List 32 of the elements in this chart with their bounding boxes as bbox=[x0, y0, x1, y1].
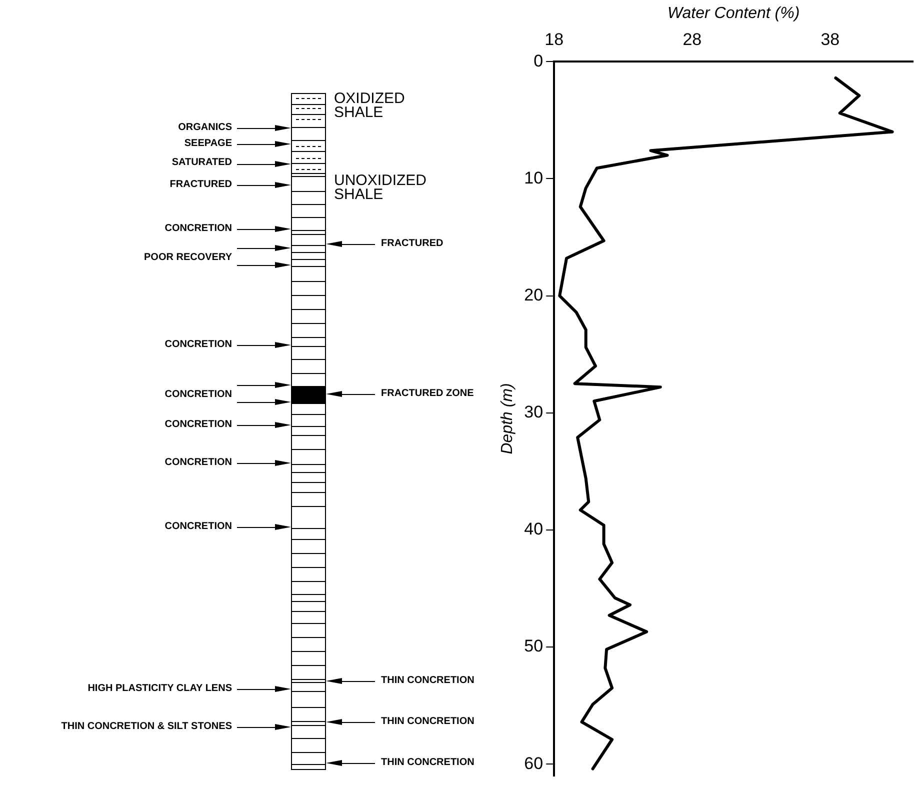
y-tick-label: 40 bbox=[524, 520, 544, 539]
text: CONCRETION bbox=[164, 419, 232, 430]
y-tick-label: 60 bbox=[524, 754, 544, 773]
text: FRACTURED bbox=[381, 238, 444, 249]
text: THIN CONCRETION & SILT STONES bbox=[61, 721, 232, 732]
y-tick-label: 20 bbox=[524, 285, 544, 304]
text: SEEPAGE bbox=[184, 138, 232, 149]
text: SATURATED bbox=[172, 157, 232, 168]
y-tick-label: 30 bbox=[524, 402, 544, 422]
y-tick-label: 0 bbox=[534, 51, 544, 70]
text: CONCRETION bbox=[164, 223, 232, 234]
text: OXIDIZED SHALE bbox=[334, 90, 406, 121]
text: UNOXIDIZED SHALE bbox=[334, 172, 428, 203]
text: THIN CONCRETION bbox=[381, 675, 474, 686]
text: CONCRETION bbox=[164, 389, 232, 400]
text: CONCRETION bbox=[164, 457, 232, 468]
text: FRACTURED bbox=[170, 179, 232, 190]
text: FRACTURED ZONE bbox=[381, 388, 474, 399]
text: ORGANICS bbox=[178, 122, 232, 133]
x-tick-label: 18 bbox=[544, 30, 564, 50]
text: CONCRETION bbox=[164, 339, 232, 350]
text: HIGH PLASTICITY CLAY LENS bbox=[88, 683, 232, 694]
text: THIN CONCRETION bbox=[381, 757, 474, 768]
x-tick-label: 38 bbox=[820, 30, 840, 50]
y-axis-title: Depth (m) bbox=[499, 383, 516, 454]
text: CONCRETION bbox=[164, 521, 232, 532]
x-axis-title: Water Content (%) bbox=[667, 5, 800, 22]
text: THIN CONCRETION bbox=[381, 716, 474, 727]
text: POOR RECOVERY bbox=[144, 252, 232, 263]
x-tick-label: 28 bbox=[682, 30, 702, 50]
y-tick-label: 50 bbox=[524, 636, 544, 656]
y-tick-label: 10 bbox=[524, 168, 544, 188]
